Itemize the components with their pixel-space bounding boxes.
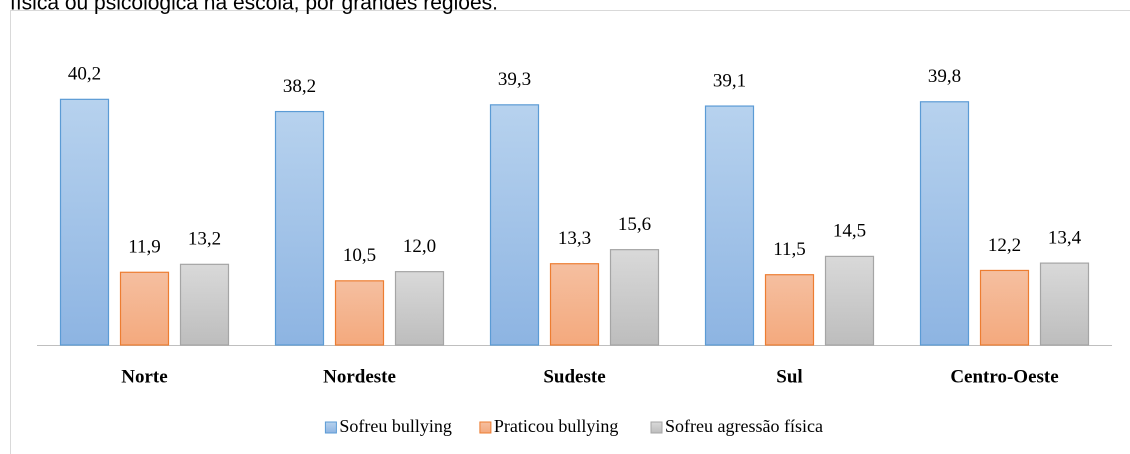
data-label: 10,5 [343, 245, 376, 266]
bar [334, 280, 385, 346]
x-tick-label: Sul [776, 366, 802, 387]
bar [119, 271, 170, 346]
data-label: 13,2 [188, 229, 221, 250]
data-label: 39,3 [498, 69, 531, 90]
x-tick-label: Sudeste [543, 366, 605, 387]
bar [1039, 262, 1090, 346]
data-label: 40,2 [68, 64, 101, 85]
bar [274, 110, 325, 346]
x-tick-label: Centro-Oeste [950, 366, 1058, 387]
data-label: 39,1 [713, 70, 746, 91]
legend-label: Praticou bullying [494, 416, 619, 436]
chart-title: física ou psicológica na escola, por gra… [10, 0, 498, 15]
bar [179, 263, 230, 346]
x-tick-label: Nordeste [323, 366, 396, 387]
legend-label: Sofreu agressão física [665, 416, 823, 436]
data-label: 38,2 [283, 76, 316, 97]
bar [394, 271, 445, 346]
bar [704, 105, 755, 346]
data-label: 12,2 [988, 235, 1021, 256]
bar [59, 98, 110, 346]
bar [919, 101, 970, 346]
legend-label: Sofreu bullying [339, 416, 452, 436]
bar [609, 249, 660, 346]
data-label: 39,8 [928, 66, 961, 87]
data-label: 13,4 [1048, 227, 1082, 248]
data-label: 11,5 [773, 239, 806, 260]
legend-swatch [479, 421, 492, 434]
bar [549, 263, 600, 346]
data-label: 12,0 [403, 236, 436, 257]
x-tick-label: Norte [121, 366, 167, 387]
legend-swatch [650, 421, 663, 434]
bar [489, 104, 540, 346]
legend-swatch [324, 421, 337, 434]
bar [979, 269, 1030, 346]
chart-frame [10, 10, 1130, 454]
bar [764, 274, 815, 346]
bar [824, 255, 875, 346]
data-label: 15,6 [618, 214, 651, 235]
data-label: 14,5 [833, 221, 866, 242]
data-label: 13,3 [558, 228, 591, 249]
data-label: 11,9 [128, 237, 161, 258]
